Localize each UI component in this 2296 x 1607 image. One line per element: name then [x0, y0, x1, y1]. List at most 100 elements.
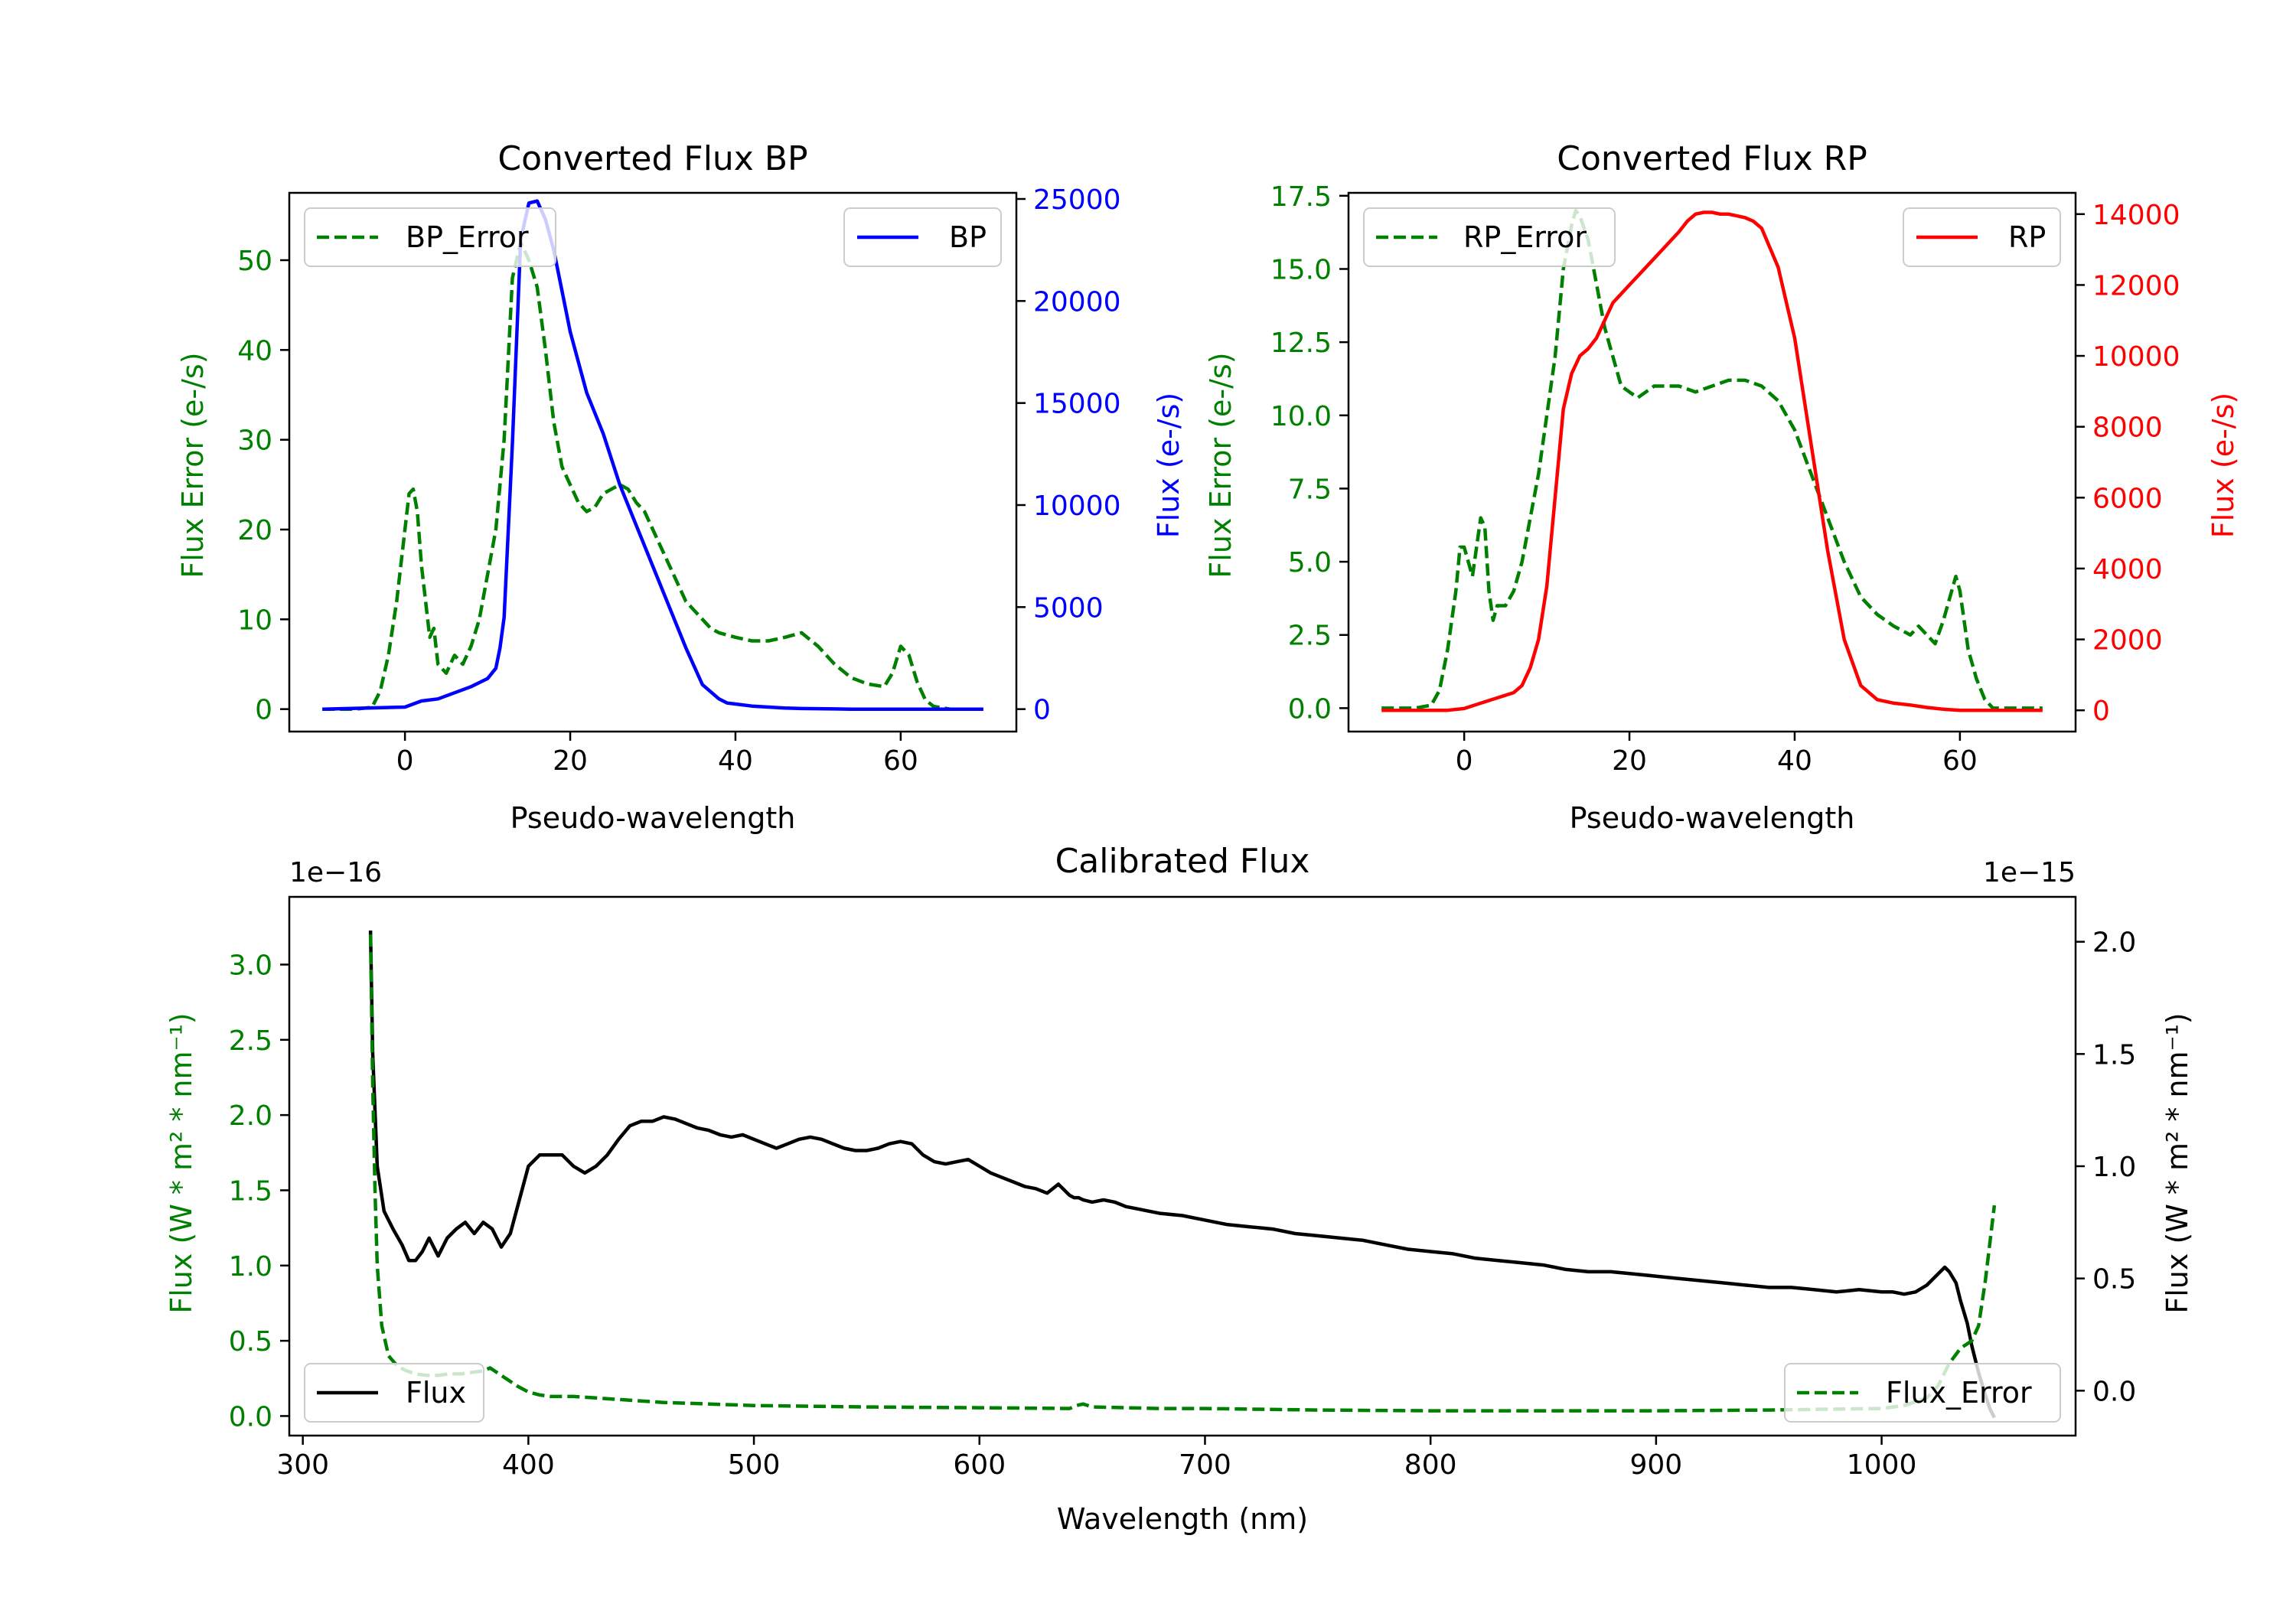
cal-right-exponent: 1e−15	[1983, 857, 2076, 888]
rp-right-tick: 4000	[2092, 554, 2163, 585]
cal-left-tick: 3.0	[229, 950, 272, 981]
bp-legend-left-label: BP_Error	[406, 220, 529, 254]
rp-x-tick-40: 40	[1777, 745, 1812, 777]
rp-left-tick: 7.5	[1288, 474, 1332, 505]
bp-title: Converted Flux BP	[497, 139, 807, 178]
rp-axes-frame	[1347, 191, 2077, 733]
cal-legend-right-label: Flux_Error	[1886, 1376, 2032, 1410]
rp-x-tick-20: 20	[1612, 745, 1647, 777]
bp-right-ticks: 0 5000 10000 15000 20000 25000	[1033, 184, 1121, 726]
bp-axes-frame	[288, 191, 1018, 733]
bp-legend-right-label: BP	[949, 220, 987, 254]
bp-right-tick: 0	[1033, 695, 1051, 726]
bp-series	[322, 199, 983, 711]
cal-x-tick: 1000	[1847, 1449, 1917, 1481]
bp-ylabel-left: Flux Error (e-/s)	[176, 352, 210, 578]
cal-ylabel-right: Flux (W * m² * nm⁻¹)	[2161, 1012, 2194, 1313]
rp-left-tick: 0.0	[1288, 693, 1332, 725]
rp-right-tick: 0	[2092, 696, 2110, 727]
rp-right-tick: 10000	[2092, 341, 2180, 373]
bp-left-tick: 0	[255, 695, 272, 726]
rp-legend-left-box	[1363, 207, 1616, 267]
rp-series	[1381, 208, 2043, 712]
cal-left-tick: 2.0	[229, 1100, 272, 1132]
panel-calibrated: Calibrated Flux 1e−16 1e−15 Wavelength (…	[165, 842, 2194, 1536]
bp-left-tick: 30	[237, 425, 272, 457]
cal-x-tick: 600	[953, 1449, 1006, 1481]
cal-x-tick: 800	[1404, 1449, 1457, 1481]
cal-right-tick: 2.0	[2092, 927, 2136, 959]
cal-legend-right-box	[1784, 1363, 2061, 1423]
rp-legend-right-box	[1903, 207, 2061, 267]
rp-x-ticks: 0 20 40 60	[1456, 745, 1978, 777]
bp-right-tick: 15000	[1033, 389, 1121, 420]
rp-right-tick: 6000	[2092, 483, 2163, 514]
bp-left-tick: 20	[237, 515, 272, 546]
cal-x-tick: 900	[1630, 1449, 1683, 1481]
bp-series-bp	[322, 199, 983, 711]
rp-right-tick: 14000	[2092, 200, 2180, 231]
bp-xlabel: Pseudo-wavelength	[510, 801, 796, 835]
cal-right-tick: 1.5	[2092, 1039, 2136, 1071]
rp-right-ticks: 0 2000 4000 6000 8000 10000 12000 14000	[2092, 200, 2180, 727]
cal-title: Calibrated Flux	[1055, 842, 1310, 881]
panel-rp: Converted Flux RP Pseudo-wavelength Flux…	[1204, 139, 2240, 835]
cal-right-ticks: 0.0 0.5 1.0 1.5 2.0	[2092, 927, 2136, 1408]
bp-x-tick-40: 40	[718, 745, 753, 777]
cal-right-tick: 1.0	[2092, 1152, 2136, 1183]
bp-ylabel-right: Flux (e-/s)	[1152, 393, 1186, 538]
rp-series-rp-error	[1381, 208, 2043, 710]
bp-x-tick-60: 60	[883, 745, 918, 777]
cal-x-ticks: 300 400 500 600 700 800 900 1000	[276, 1449, 1916, 1481]
bp-left-tick: 40	[237, 335, 272, 367]
panel-bp: Converted Flux BP Pseudo-wavelength Flux…	[176, 139, 1186, 835]
cal-legend-left-label: Flux	[406, 1376, 466, 1410]
rp-left-ticks: 0.0 2.5 5.0 7.5 10.0 12.5 15.0 17.5	[1270, 181, 1332, 725]
rp-left-tick: 10.0	[1270, 401, 1332, 432]
bp-x-ticks: 0 20 40 60	[396, 745, 918, 777]
cal-legend-left-box	[304, 1363, 484, 1423]
cal-x-tick: 500	[728, 1449, 781, 1481]
bp-left-tick: 50	[237, 246, 272, 277]
rp-legend-right-label: RP	[2008, 220, 2046, 254]
cal-left-ticks: 0.0 0.5 1.0 1.5 2.0 2.5 3.0	[229, 950, 272, 1433]
bp-legend-left-box	[304, 207, 556, 267]
rp-x-tick-0: 0	[1456, 745, 1473, 777]
rp-left-tick: 15.0	[1270, 254, 1332, 285]
rp-ylabel-left: Flux Error (e-/s)	[1204, 352, 1238, 578]
cal-x-tick: 400	[502, 1449, 555, 1481]
rp-right-tick: 8000	[2092, 412, 2163, 444]
cal-left-tick: 1.0	[229, 1251, 272, 1283]
cal-x-tick: 300	[276, 1449, 329, 1481]
bp-x-tick-20: 20	[553, 745, 588, 777]
cal-x-tick: 700	[1179, 1449, 1231, 1481]
rp-left-tick: 12.5	[1270, 328, 1332, 359]
bp-legend-right-box	[843, 207, 1002, 267]
rp-xlabel: Pseudo-wavelength	[1570, 801, 1855, 835]
rp-title: Converted Flux RP	[1557, 139, 1867, 178]
bp-right-tick: 5000	[1033, 592, 1104, 624]
bp-left-ticks: 0 10 20 30 40 50	[237, 246, 272, 726]
bp-left-tick: 10	[237, 605, 272, 636]
cal-series-flux	[368, 930, 1996, 1419]
rp-right-tick: 12000	[2092, 270, 2180, 302]
cal-right-tick: 0.5	[2092, 1264, 2136, 1296]
bp-series-bp-error	[322, 240, 983, 711]
cal-legend-right: Flux_Error	[1784, 1363, 2061, 1423]
rp-legend-left-label: RP_Error	[1463, 220, 1587, 254]
rp-left-tick: 2.5	[1288, 621, 1332, 652]
bp-right-tick: 25000	[1033, 184, 1121, 216]
rp-legend-left: RP_Error	[1363, 207, 1616, 267]
rp-series-rp	[1381, 210, 2043, 712]
rp-left-tick: 17.5	[1270, 181, 1332, 213]
cal-left-tick: 0.0	[229, 1401, 272, 1433]
cal-right-tick: 0.0	[2092, 1376, 2136, 1407]
rp-left-tick: 5.0	[1288, 547, 1332, 579]
bp-legend-left: BP_Error	[304, 207, 556, 267]
cal-left-tick: 2.5	[229, 1025, 272, 1057]
cal-left-tick: 1.5	[229, 1175, 272, 1207]
cal-left-exponent: 1e−16	[289, 857, 382, 888]
rp-legend-right: RP	[1903, 207, 2061, 267]
